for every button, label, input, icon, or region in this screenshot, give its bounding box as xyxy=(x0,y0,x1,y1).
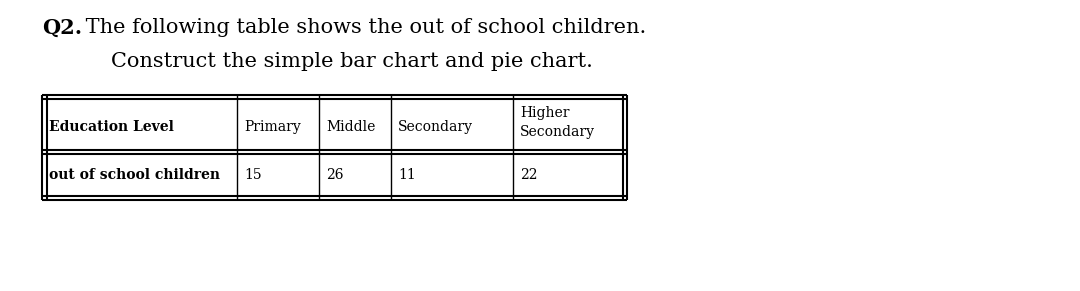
Text: Secondary: Secondary xyxy=(399,120,473,134)
Text: Secondary: Secondary xyxy=(519,125,595,139)
Text: 26: 26 xyxy=(326,168,343,182)
Text: Higher: Higher xyxy=(519,106,569,120)
Text: Construct the simple bar chart and pie chart.: Construct the simple bar chart and pie c… xyxy=(111,52,593,71)
Text: Primary: Primary xyxy=(244,120,300,134)
Text: 11: 11 xyxy=(399,168,416,182)
Text: out of school children: out of school children xyxy=(49,168,220,182)
Text: 22: 22 xyxy=(519,168,538,182)
Text: Q2.: Q2. xyxy=(42,18,82,38)
Text: Education Level: Education Level xyxy=(49,120,174,134)
Text: Middle: Middle xyxy=(326,120,376,134)
Text: 15: 15 xyxy=(244,168,261,182)
Text: The following table shows the out of school children.: The following table shows the out of sch… xyxy=(79,18,646,37)
